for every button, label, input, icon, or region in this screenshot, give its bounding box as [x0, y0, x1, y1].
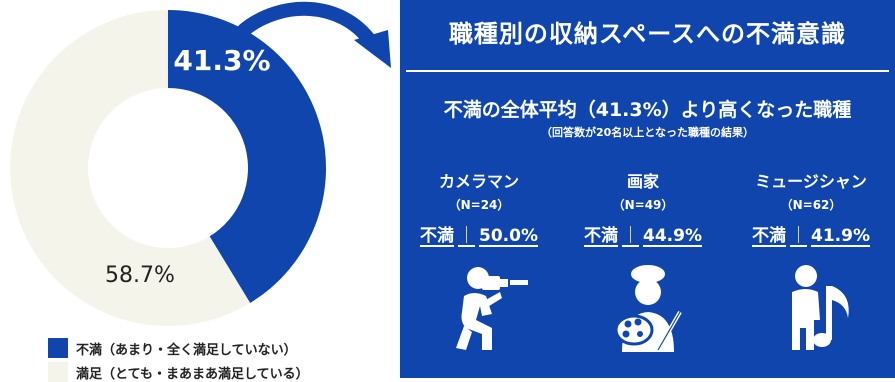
rate-value: 41.9% [811, 226, 870, 246]
legend-item-satisfied: 満足（とても・まあまあ満足している） [48, 362, 309, 382]
painter-icon [614, 265, 682, 352]
legend-swatch-satisfied [48, 362, 68, 382]
rate-label: 不満 [420, 226, 454, 246]
job-column-musician: ミュージシャン （N=62） 不満｜ 41.9% [736, 168, 886, 246]
panel-note: （回答数が20名以上となった職種の結果） [541, 126, 754, 139]
musician-icon [792, 265, 849, 350]
curved-arrow-icon [237, 1, 391, 68]
legend-label-dissatisfied: 不満（あまり・全く満足していない） [76, 342, 297, 358]
job-column-cameraman: カメラマン （N=24） 不満｜ 50.0% [404, 168, 554, 246]
title-divider [406, 70, 889, 72]
job-sample-size: （N=49） [612, 198, 674, 212]
legend-item-dissatisfied: 不満（あまり・全く満足していない） [48, 338, 297, 358]
rate-separator: ｜ [458, 226, 475, 246]
job-name: 画家 [626, 172, 659, 191]
rate-separator: ｜ [790, 226, 807, 246]
legend-swatch-dissatisfied [48, 338, 68, 358]
rate-label: 不満 [752, 226, 786, 246]
job-rate: 不満｜ 44.9% [568, 221, 718, 246]
slice-dissatisfied [168, 10, 326, 303]
rate-value: 44.9% [643, 226, 702, 246]
job-name: ミュージシャン [755, 172, 867, 191]
job-name: カメラマン [438, 172, 519, 191]
job-column-painter: 画家 （N=49） 不満｜ 44.9% [568, 168, 718, 246]
photographer-icon [456, 267, 528, 350]
panel-subtitle: 不満の全体平均（41.3%）より高くなった職種 [443, 99, 852, 121]
job-sample-size: （N=24） [448, 198, 510, 212]
donut-chart: 41.3% 58.7% [9, 10, 326, 327]
slice-satisfied [9, 10, 251, 327]
job-rate: 不満｜ 41.9% [736, 221, 886, 246]
job-sample-size: （N=62） [780, 198, 842, 212]
rate-label: 不満 [584, 226, 618, 246]
slice-label-satisfied: 58.7% [105, 263, 175, 288]
job-panel: 職種別の収納スペースへの不満意識 不満の全体平均（41.3%）より高くなった職種… [400, 0, 895, 378]
slice-label-dissatisfied: 41.3% [173, 44, 270, 77]
legend-label-satisfied: 満足（とても・まあまあ満足している） [76, 366, 309, 382]
rate-value: 50.0% [479, 226, 538, 246]
job-rate: 不満｜ 50.0% [404, 221, 554, 246]
rate-separator: ｜ [622, 226, 639, 246]
panel-title: 職種別の収納スペースへの不満意識 [448, 20, 847, 48]
